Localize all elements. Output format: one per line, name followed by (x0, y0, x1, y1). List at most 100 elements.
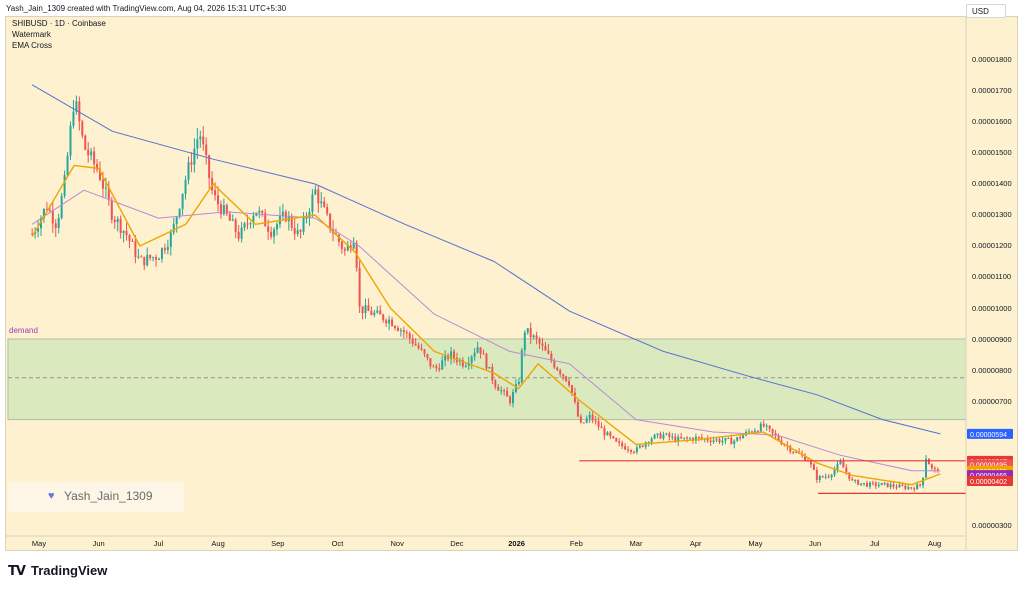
candle-body (93, 151, 96, 164)
candle-body (461, 359, 464, 367)
candle-body (697, 436, 700, 438)
candle-body (886, 482, 889, 488)
x-tick-label: Sep (271, 539, 284, 548)
candle-body (756, 430, 759, 432)
candle-body (45, 208, 48, 210)
candle-body (795, 451, 798, 453)
demand-zone-rect[interactable] (7, 338, 967, 421)
candle-body (857, 479, 860, 485)
candle-body (190, 162, 193, 165)
candle-body (792, 451, 795, 453)
candle-body (874, 482, 877, 486)
candle-body (762, 423, 765, 427)
currency-button[interactable]: USD (966, 4, 1006, 18)
candle-body (860, 483, 863, 485)
candle-body (464, 366, 467, 368)
ema-cross-legend[interactable]: EMA Cross (12, 41, 53, 50)
candle-body (485, 353, 488, 369)
y-tick-label: 0.00001800 (972, 55, 1012, 64)
candle-body (677, 436, 680, 442)
candle-body (119, 218, 122, 233)
candle-body (317, 189, 320, 204)
candle-body (225, 205, 228, 214)
candle-body (337, 234, 340, 242)
candle-body (568, 381, 571, 386)
candle-body (193, 148, 196, 165)
candle-body (771, 428, 774, 434)
candle-body (42, 208, 45, 219)
candle-body (107, 187, 110, 201)
candle-body (700, 437, 703, 439)
candle-body (721, 440, 724, 443)
candle-body (84, 135, 87, 150)
candle-body (683, 437, 686, 439)
price-chart-svg[interactable]: demand 0.000018000.000017000.000016000.0… (6, 17, 1017, 550)
candle-body (110, 200, 113, 220)
candle-body (647, 442, 650, 444)
candle-body (559, 370, 562, 375)
candle-body (90, 151, 93, 156)
candle-body (506, 390, 509, 397)
candle-body (414, 343, 417, 346)
y-tick-label: 0.00001200 (972, 241, 1012, 250)
price-label: 0.00000594 (970, 432, 1007, 439)
candle-body (839, 461, 842, 464)
candle-body (264, 212, 267, 227)
candle-body (907, 487, 910, 489)
candle-body (585, 418, 588, 423)
candle-body (222, 205, 225, 215)
candle-body (208, 155, 211, 179)
candle-body (815, 469, 818, 481)
candle-body (152, 257, 155, 259)
ema-fast-line[interactable] (31, 164, 941, 486)
candle-body (804, 455, 807, 461)
ema-slow-line[interactable] (31, 189, 941, 472)
symbol-legend[interactable]: SHIBUSD · 1D · Coinbase (12, 19, 106, 28)
candle-body (113, 219, 116, 223)
watermark-legend[interactable]: Watermark (12, 30, 51, 39)
price-label-bg (967, 475, 1013, 486)
y-tick-label: 0.00001000 (972, 304, 1012, 313)
candle-body (809, 461, 812, 465)
y-tick-label: 0.00001500 (972, 148, 1012, 157)
candle-body (382, 314, 385, 321)
candle-body (249, 223, 252, 225)
x-tick-label: Jun (93, 539, 105, 548)
candle-body (267, 226, 270, 232)
candle-body (818, 476, 821, 481)
candle-body (426, 354, 429, 359)
demand-zone-layer: demand (7, 326, 967, 421)
candle-body (432, 366, 435, 368)
candle-body (650, 438, 653, 443)
candle-body (824, 476, 827, 478)
candle-body (547, 350, 550, 354)
candle-body (739, 437, 742, 439)
candle-body (275, 224, 278, 230)
candle-body (326, 206, 329, 214)
candle-body (340, 241, 343, 249)
candle-body (157, 258, 160, 260)
candle-body (529, 328, 532, 338)
candle-body (281, 211, 284, 216)
candle-body (172, 223, 175, 233)
candle-body (137, 256, 140, 258)
candle-body (293, 227, 296, 234)
candle-body (243, 223, 246, 228)
candle-body (736, 437, 739, 441)
candle-body (352, 242, 355, 249)
candle-body (582, 422, 585, 424)
candle-body (871, 482, 874, 484)
candle-body (662, 434, 665, 439)
candle-body (305, 217, 308, 219)
candle-body (450, 351, 453, 359)
candles-layer (31, 95, 939, 492)
candle-body (765, 425, 768, 427)
candle-body (671, 436, 674, 438)
chart-panel[interactable]: demand 0.00001800 0.00001700 0.00001600 0.0… (5, 16, 1018, 551)
candle-body (718, 439, 721, 443)
candle-body (128, 235, 131, 241)
candle-body (104, 187, 107, 189)
x-tick-label: Oct (332, 539, 345, 548)
candle-body (494, 380, 497, 387)
ema-long-line[interactable] (31, 84, 941, 435)
